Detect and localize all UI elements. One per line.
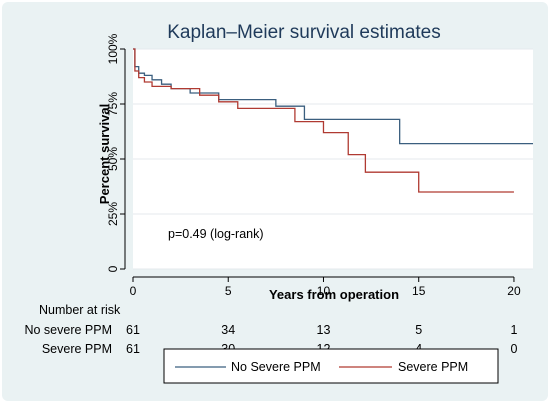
risk-count: 0 (510, 342, 517, 356)
chart-svg: Kaplan–Meier survival estimates 0 25% 50% 7… (24, 22, 533, 384)
y-tick-label: 0 (106, 265, 120, 272)
y-tick-label: 75% (106, 92, 120, 116)
log-rank-annotation: p=0.49 (log-rank) (168, 227, 264, 241)
risk-count: 5 (415, 323, 422, 337)
series-layer (133, 48, 533, 193)
risk-count: 61 (126, 342, 140, 356)
risk-row-label: Severe PPM (42, 342, 112, 356)
chart-figure: Kaplan–Meier survival estimates 0 25% 50% 7… (2, 2, 548, 401)
risk-count: 1 (510, 323, 517, 337)
y-tick-label: 100% (106, 33, 120, 64)
grid-layer (133, 48, 533, 270)
y-tick-label: 50% (106, 147, 120, 171)
risk-table-heading: Number at risk (39, 303, 121, 317)
chart-title: Kaplan–Meier survival estimates (167, 22, 441, 43)
y-axis-title: Percent survival (97, 104, 112, 204)
x-tick-label: 10 (317, 284, 331, 298)
x-tick-label: 15 (412, 284, 426, 298)
x-tick-label: 20 (507, 284, 521, 298)
legend: No Severe PPM Severe PPM (163, 348, 499, 384)
legend-label-no-severe: No Severe PPM (231, 360, 321, 374)
risk-count: 61 (126, 323, 140, 337)
series-line-severe-ppm (133, 48, 514, 193)
axis-layer: 0 25% 50% 75% 100% 0 5 10 15 20 (106, 33, 521, 298)
legend-box (163, 348, 499, 384)
x-axis-title: Years from operation (269, 287, 399, 302)
x-tick-label: 5 (225, 284, 232, 298)
risk-count: 34 (221, 323, 235, 337)
risk-count: 13 (317, 323, 331, 337)
x-tick-label: 0 (130, 284, 137, 298)
risk-row-label: No severe PPM (24, 323, 112, 337)
legend-label-severe: Severe PPM (398, 360, 468, 374)
y-tick-label: 25% (106, 202, 120, 226)
